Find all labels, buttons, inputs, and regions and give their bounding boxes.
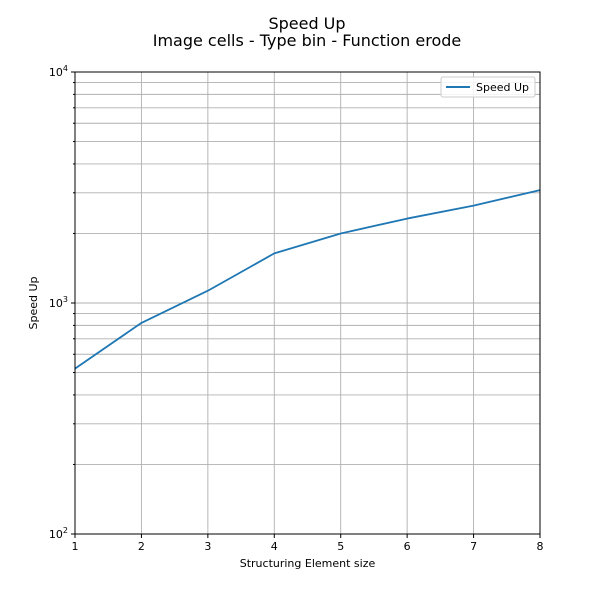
- legend-label: Speed Up: [476, 81, 529, 94]
- y-tick-labels: 102 103 104: [49, 64, 68, 541]
- x-tick-label: 5: [337, 540, 344, 553]
- x-tick-label: 7: [470, 540, 477, 553]
- legend: Speed Up: [440, 76, 536, 98]
- chart-subtitle: Image cells - Type bin - Function erode: [153, 31, 462, 50]
- ticks: [71, 71, 541, 538]
- x-tick-label: 8: [537, 540, 544, 553]
- series-line: [74, 189, 541, 370]
- x-tick-label: 6: [404, 540, 411, 553]
- chart-title: Speed Up: [268, 14, 345, 33]
- series-layer: [74, 189, 541, 370]
- grid: [74, 72, 541, 535]
- y-tick-label: 102: [49, 526, 68, 541]
- x-tick-label: 2: [138, 540, 145, 553]
- y-tick-label: 104: [49, 64, 68, 79]
- x-tick-label: 3: [204, 540, 211, 553]
- x-tick-label: 4: [271, 540, 278, 553]
- legend-box: [440, 76, 536, 98]
- x-tick-labels: 1 2 3 4 5 6 7 8: [72, 540, 544, 553]
- x-axis-label: Structuring Element size: [240, 557, 376, 570]
- y-tick-label: 103: [49, 295, 68, 310]
- y-axis-label: Speed Up: [27, 276, 40, 329]
- x-tick-label: 1: [72, 540, 79, 553]
